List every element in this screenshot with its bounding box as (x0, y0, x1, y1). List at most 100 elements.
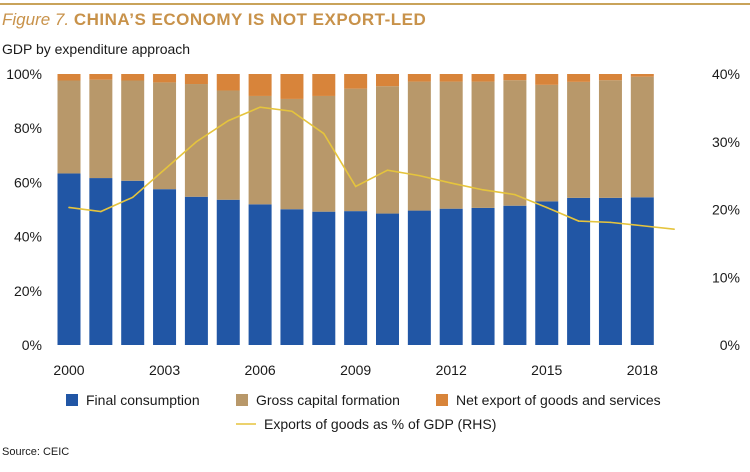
bar-final-consumption-2011 (407, 210, 431, 345)
bar-net-export-2014 (503, 74, 527, 81)
x-tick-label: 2006 (245, 362, 276, 378)
bar-net-export-2010 (376, 74, 399, 87)
legend-swatch-net-export (436, 394, 448, 406)
bar-gross-capital-formation-2000 (57, 80, 81, 174)
chart-subtitle: GDP by expenditure approach (2, 41, 191, 57)
bar-net-export-2015 (535, 74, 559, 85)
y2-tick-label: 0% (720, 337, 740, 353)
y2-tick-label: 20% (712, 202, 740, 218)
bar-final-consumption-2013 (471, 207, 495, 345)
bar-gross-capital-formation-2016 (567, 81, 591, 198)
exports-line-point-2016 (577, 220, 580, 222)
bar-gross-capital-formation-2009 (344, 88, 368, 212)
bar-final-consumption-2002 (121, 180, 145, 345)
exports-line-point-2005 (227, 119, 230, 122)
x-tick-label: 2012 (436, 362, 467, 378)
exports-line-point-2013 (482, 189, 484, 191)
figure-label: Figure 7. (2, 10, 70, 29)
bar-gross-capital-formation-2015 (535, 84, 559, 202)
exports-line-point-2006 (259, 106, 261, 108)
bar-final-consumption-2006 (248, 204, 272, 345)
bar-net-export-2003 (153, 74, 177, 83)
figure-title: Figure 7. CHINA’S ECONOMY IS NOT EXPORT-… (2, 10, 426, 30)
bar-net-export-2007 (280, 74, 304, 99)
figure-main-title: CHINA’S ECONOMY IS NOT EXPORT-LED (73, 10, 427, 29)
bar-final-consumption-2008 (312, 211, 336, 345)
exports-line-point-2017 (609, 221, 612, 224)
source-note: Source: CEIC (2, 446, 70, 458)
legend-label-net-export: Net export of goods and services (456, 392, 661, 408)
legend-label-final-consumption: Final consumption (86, 392, 200, 408)
bar-net-export-2016 (567, 74, 591, 82)
legend-label-exports-line: Exports of goods as % of GDP (RHS) (264, 416, 496, 432)
bar-final-consumption-2000 (57, 173, 81, 345)
bar-net-export-2004 (184, 74, 208, 85)
bar-net-export-2013 (471, 74, 495, 82)
y2-tick-label: 30% (712, 134, 740, 150)
exports-line-point-2007 (291, 110, 293, 113)
exports-line (68, 106, 675, 230)
bar-final-consumption-2007 (280, 209, 304, 345)
bar-net-export-2002 (121, 74, 145, 81)
exports-line-point-2010 (386, 169, 389, 171)
bar-net-export-2000 (57, 74, 81, 81)
exports-line-point-2019 (673, 228, 675, 230)
bar-gross-capital-formation-2017 (598, 80, 622, 198)
exports-line-point-2014 (514, 193, 516, 196)
x-tick-label: 2015 (531, 362, 562, 378)
exports-line-point-2001 (100, 210, 102, 213)
y2-tick-label: 10% (712, 269, 740, 285)
x-tick-label: 2018 (627, 362, 658, 378)
bar-net-export-2001 (89, 74, 113, 80)
y-tick-label: 40% (14, 229, 42, 245)
bar-final-consumption-2005 (216, 199, 240, 345)
bar-final-consumption-2014 (503, 205, 527, 345)
bars-group (57, 74, 654, 345)
x-tick-label: 2000 (53, 362, 84, 378)
exports-line-point-2018 (641, 224, 644, 227)
bar-final-consumption-2004 (184, 196, 208, 345)
bar-final-consumption-2001 (89, 178, 113, 345)
x-tick-label: 2009 (340, 362, 371, 378)
bar-gross-capital-formation-2011 (407, 81, 431, 211)
bar-net-export-2009 (344, 74, 368, 89)
chart: 0% 20% 40% 60% 80% 100% 0% 10% 20% 30% 40% 2000 2003… (6, 66, 740, 432)
exports-line-point-2011 (418, 174, 421, 177)
exports-line-point-2009 (354, 185, 357, 188)
bar-gross-capital-formation-2002 (121, 80, 145, 181)
bar-net-export-2017 (598, 74, 622, 81)
top-rule (0, 3, 750, 5)
bar-final-consumption-2016 (567, 197, 591, 345)
bar-net-export-2006 (248, 74, 272, 96)
legend: Final consumption Gross capital formation… (66, 392, 661, 432)
y-tick-label: 20% (14, 283, 42, 299)
exports-line-point-2015 (545, 206, 548, 209)
bar-final-consumption-2009 (344, 211, 368, 345)
y-tick-label: 100% (6, 66, 42, 82)
ticks-group: 0% 20% 40% 60% 80% 100% 0% 10% 20% 30% 40% 2000 2003… (6, 66, 740, 378)
bar-net-export-2011 (407, 74, 431, 82)
bar-net-export-2012 (439, 74, 463, 82)
exports-line-point-2002 (131, 196, 134, 199)
bar-final-consumption-2012 (439, 208, 463, 345)
bar-gross-capital-formation-2013 (471, 81, 495, 208)
exports-line-point-2000 (68, 206, 70, 209)
bar-final-consumption-2015 (535, 201, 559, 345)
y-tick-label: 60% (14, 174, 42, 190)
exports-line-point-2004 (195, 140, 198, 143)
legend-swatch-gross-capital-formation (236, 394, 248, 406)
bar-gross-capital-formation-2005 (216, 90, 240, 200)
bar-net-export-2008 (312, 74, 336, 96)
bar-final-consumption-2003 (153, 189, 177, 345)
bar-gross-capital-formation-2014 (503, 80, 527, 206)
line-group (68, 106, 675, 230)
y-tick-label: 80% (14, 120, 42, 136)
y-tick-label: 0% (22, 337, 42, 353)
bar-net-export-2005 (216, 74, 240, 91)
bar-gross-capital-formation-2004 (184, 84, 208, 197)
bar-gross-capital-formation-2001 (89, 79, 113, 179)
exports-line-point-2003 (163, 168, 166, 171)
bar-gross-capital-formation-2003 (153, 82, 177, 190)
bar-final-consumption-2010 (376, 213, 399, 345)
bar-gross-capital-formation-2018 (630, 76, 654, 198)
